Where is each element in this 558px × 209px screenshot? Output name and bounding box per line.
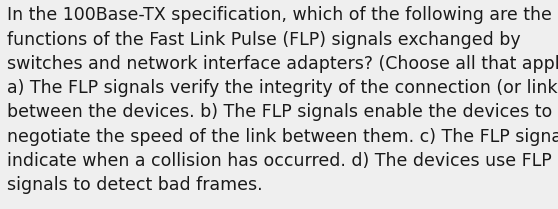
Text: In the 100Base-TX specification, which of the following are the
functions of the: In the 100Base-TX specification, which o… [7, 6, 558, 194]
